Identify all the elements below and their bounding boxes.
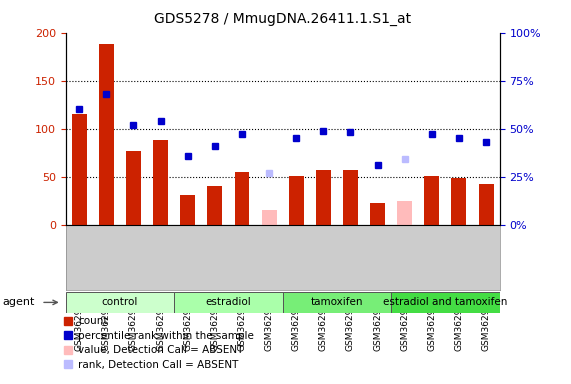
Bar [343,170,358,225]
Bar [397,201,412,225]
Bar [424,176,439,225]
Text: value, Detection Call = ABSENT: value, Detection Call = ABSENT [78,345,244,355]
Text: estradiol: estradiol [206,297,251,308]
FancyBboxPatch shape [174,292,283,313]
FancyBboxPatch shape [283,292,391,313]
Text: agent: agent [3,297,35,308]
FancyBboxPatch shape [391,292,500,313]
Text: GDS5278 / MmugDNA.26411.1.S1_at: GDS5278 / MmugDNA.26411.1.S1_at [154,12,411,26]
Text: count: count [78,316,108,326]
Bar [207,186,222,225]
Bar [126,151,141,225]
Bar [235,172,250,225]
Bar [289,176,304,225]
Bar [153,140,168,225]
Text: rank, Detection Call = ABSENT: rank, Detection Call = ABSENT [78,360,239,370]
Bar [72,114,87,225]
FancyBboxPatch shape [66,292,174,313]
Text: tamoxifen: tamoxifen [311,297,363,308]
Bar [99,44,114,225]
Bar [180,195,195,225]
Bar [262,210,276,225]
Text: control: control [102,297,138,308]
Text: estradiol and tamoxifen: estradiol and tamoxifen [383,297,508,308]
Bar [452,178,467,225]
Text: percentile rank within the sample: percentile rank within the sample [78,331,254,341]
Bar [316,170,331,225]
Bar [478,184,493,225]
Bar [370,203,385,225]
